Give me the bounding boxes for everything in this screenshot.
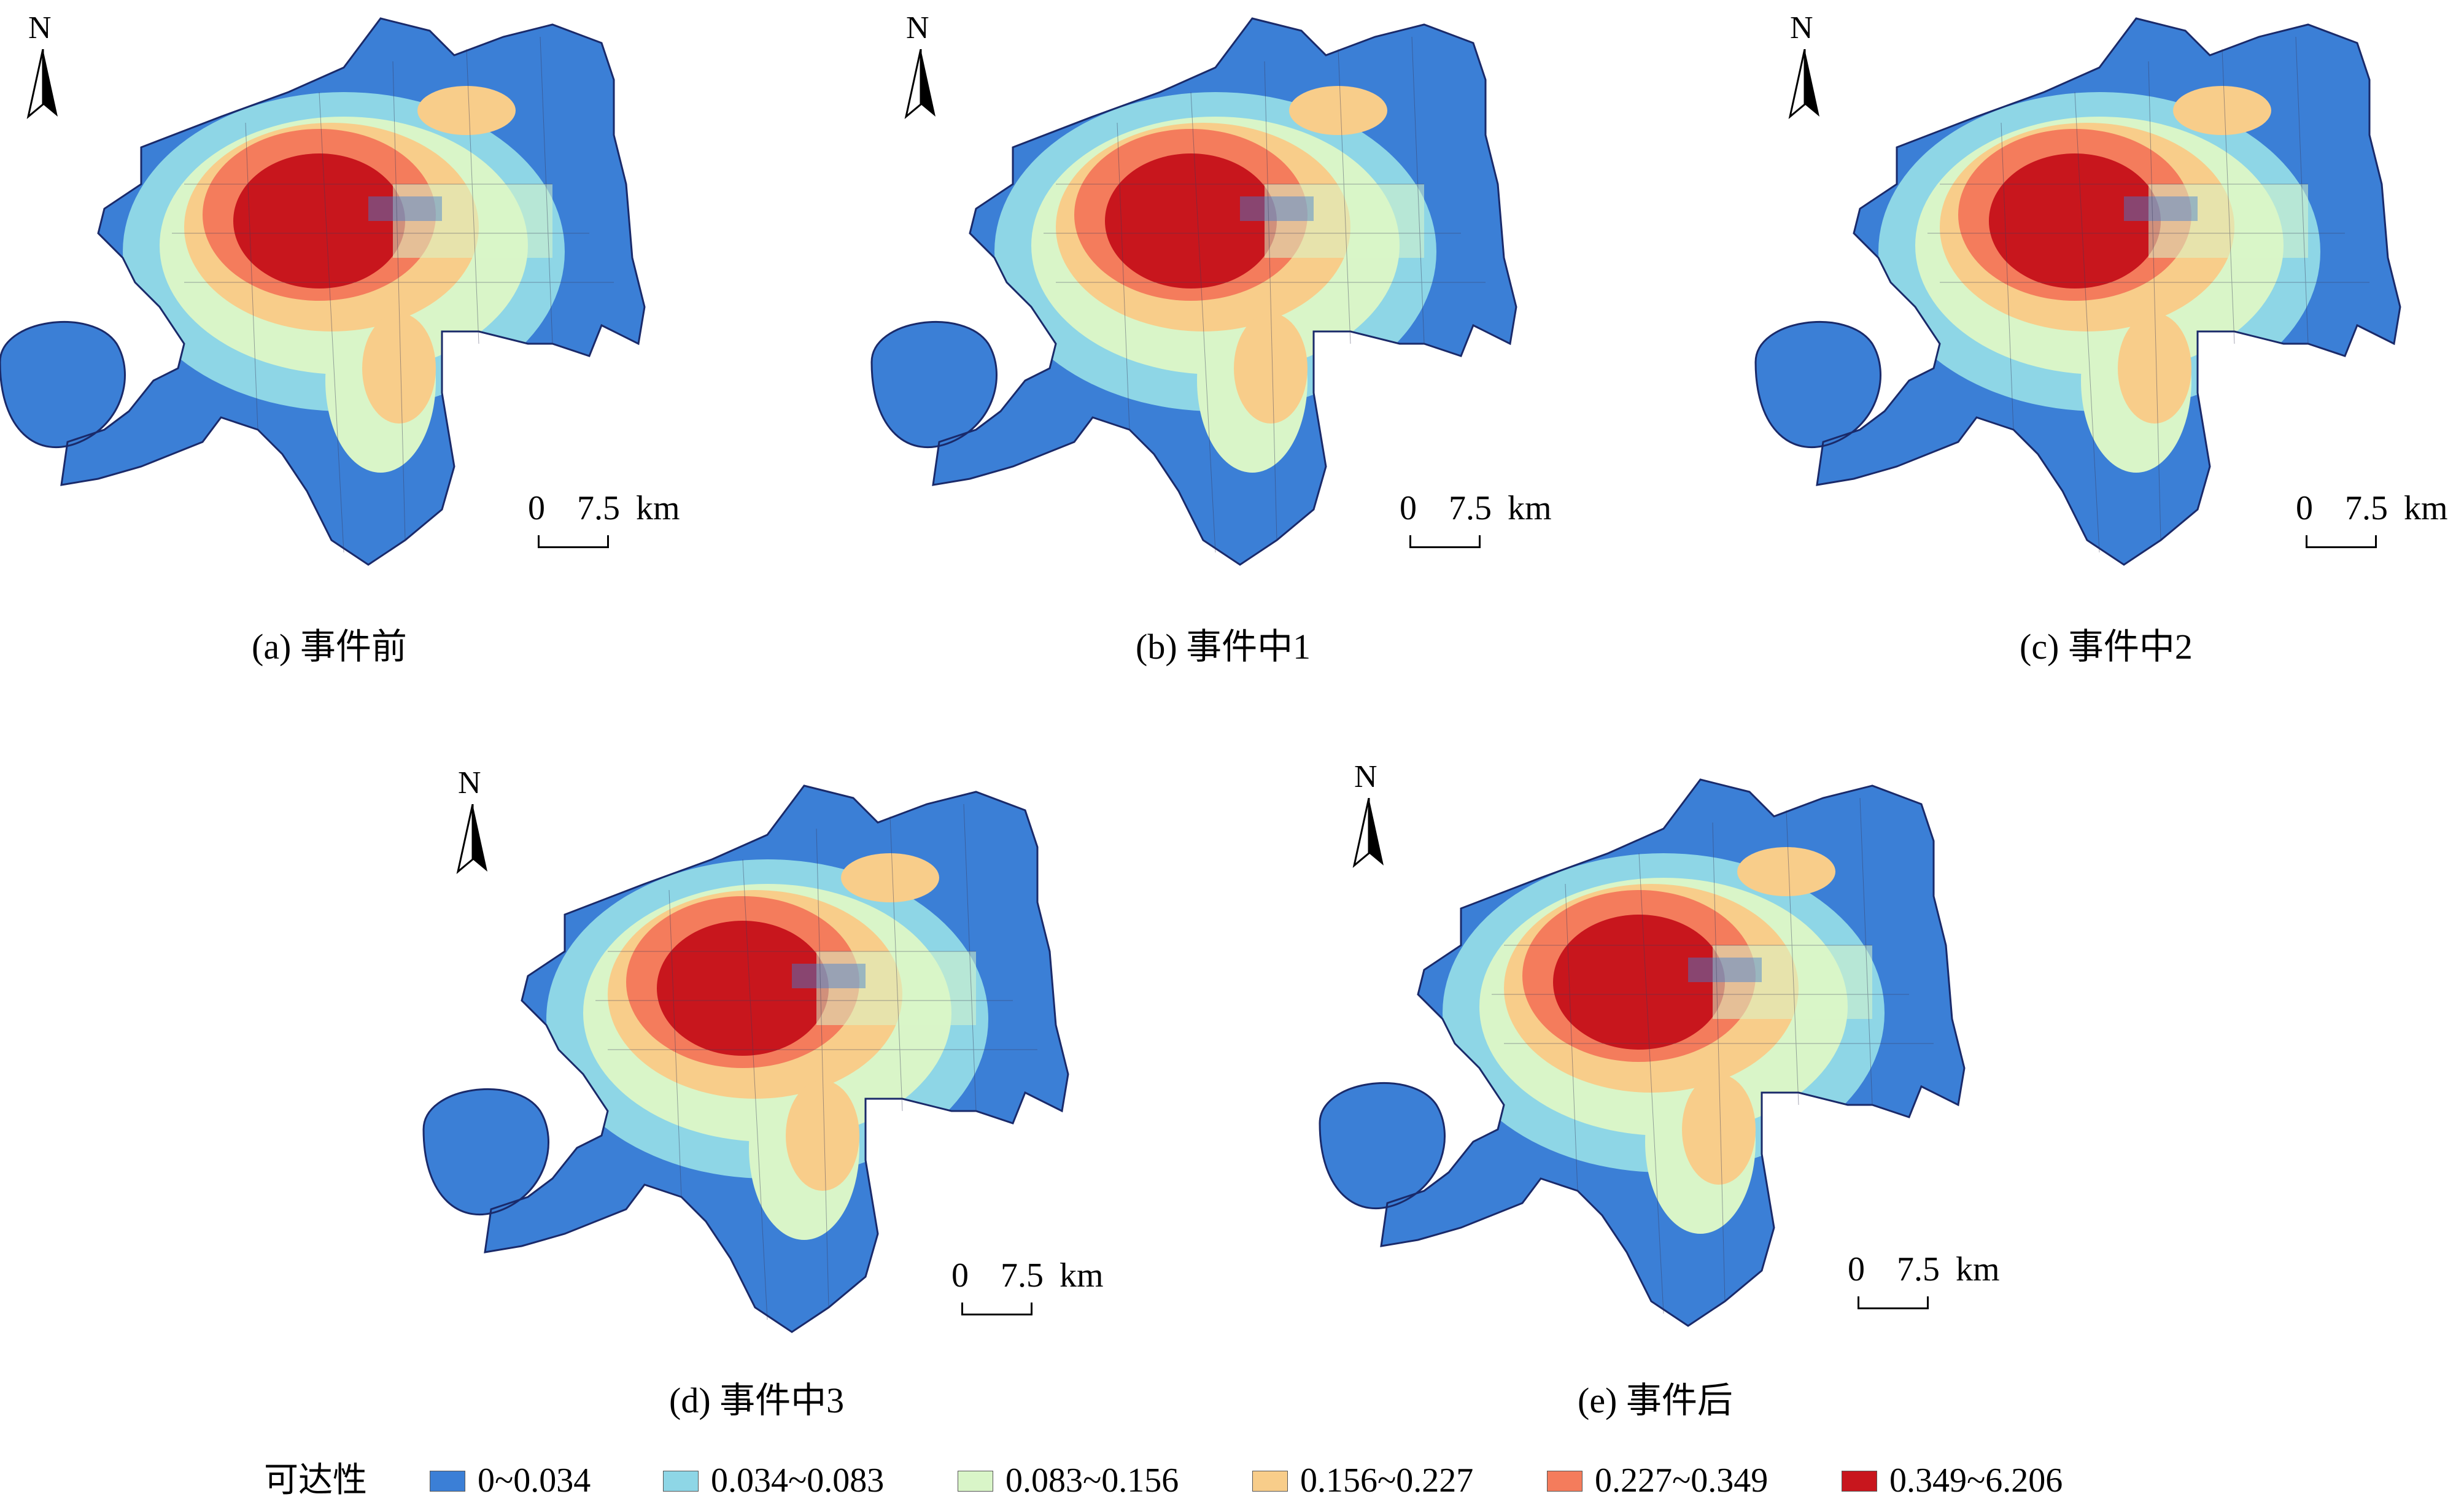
scale-line-d <box>961 1303 1032 1315</box>
legend-label: 0.349~6.206 <box>1889 1462 2063 1500</box>
north-label-d: N <box>458 765 481 800</box>
scale-line-b <box>1409 535 1481 548</box>
north-arrow-icon <box>457 804 489 873</box>
scale-line-a <box>538 535 609 548</box>
north-label-e: N <box>1354 759 1377 794</box>
north-label-b: N <box>906 10 929 45</box>
scale-unit-a: km <box>636 489 680 527</box>
scale-distance-d: 7.5 <box>1001 1256 1044 1295</box>
caption-d: (d) 事件中3 <box>669 1380 845 1420</box>
scale-distance-a: 7.5 <box>577 489 620 527</box>
scale-unit-c: km <box>2404 489 2448 527</box>
map-panel-a: N 0 7.5 km (a) 事件前 <box>0 0 810 687</box>
scale-distance-c: 7.5 <box>2345 489 2388 527</box>
north-label-c: N <box>1790 10 1813 45</box>
map-panel-d: N 0 7.5 km (d) 事件中3 <box>424 767 1234 1455</box>
scale-bar-c: 0 7.5 km <box>2296 491 2464 552</box>
legend-swatch <box>1547 1471 1583 1492</box>
scale-distance-e: 7.5 <box>1897 1250 1940 1288</box>
map-panel-e: N 0 7.5 km (e) 事件后 <box>1320 761 2130 1449</box>
north-arrow-d: N <box>448 765 497 873</box>
map-panel-c: N 0 7.5 km (c) 事件中2 <box>1756 0 2464 687</box>
legend-label: 0~0.034 <box>478 1462 591 1500</box>
scale-zero-d: 0 <box>951 1256 969 1295</box>
north-arrow-b: N <box>896 10 945 118</box>
north-arrow-icon <box>1353 798 1385 867</box>
scale-zero-a: 0 <box>528 489 545 527</box>
legend-label: 0.227~0.349 <box>1595 1462 1769 1500</box>
scale-zero-e: 0 <box>1848 1250 1865 1288</box>
caption-b: (b) 事件中1 <box>1136 627 1311 667</box>
legend-label: 0.034~0.083 <box>711 1462 885 1500</box>
north-arrow-a: N <box>18 10 68 118</box>
map-panel-b: N 0 7.5 km (b) 事件中1 <box>872 0 1682 687</box>
north-arrow-icon <box>905 49 937 118</box>
legend-swatch <box>1842 1471 1877 1492</box>
legend-label: 0.156~0.227 <box>1300 1462 1474 1500</box>
legend-swatch <box>958 1471 993 1492</box>
legend-swatch <box>430 1471 465 1492</box>
caption-a: (a) 事件前 <box>252 627 407 667</box>
legend-label: 0.083~0.156 <box>1005 1462 1179 1500</box>
north-label-a: N <box>28 10 52 45</box>
legend-swatch <box>663 1471 699 1492</box>
scale-unit-d: km <box>1060 1256 1104 1295</box>
scale-line-c <box>2306 535 2377 548</box>
scale-unit-b: km <box>1508 489 1552 527</box>
scale-bar-d: 0 7.5 km <box>951 1258 1136 1320</box>
scale-distance-b: 7.5 <box>1449 489 1492 527</box>
scale-bar-b: 0 7.5 km <box>1400 491 1584 552</box>
scale-bar-a: 0 7.5 km <box>528 491 712 552</box>
north-arrow-e: N <box>1344 759 1393 867</box>
scale-bar-e: 0 7.5 km <box>1848 1252 2032 1314</box>
scale-line-e <box>1858 1296 1929 1309</box>
scale-zero-b: 0 <box>1400 489 1417 527</box>
caption-e: (e) 事件后 <box>1578 1380 1733 1420</box>
caption-c: (c) 事件中2 <box>2020 627 2193 667</box>
scale-zero-c: 0 <box>2296 489 2313 527</box>
legend-swatch <box>1252 1471 1288 1492</box>
north-arrow-c: N <box>1780 10 1829 118</box>
scale-unit-e: km <box>1956 1250 2000 1288</box>
north-arrow-icon <box>27 49 59 118</box>
north-arrow-icon <box>1789 49 1821 118</box>
legend-title: 可达性 <box>264 1462 367 1500</box>
